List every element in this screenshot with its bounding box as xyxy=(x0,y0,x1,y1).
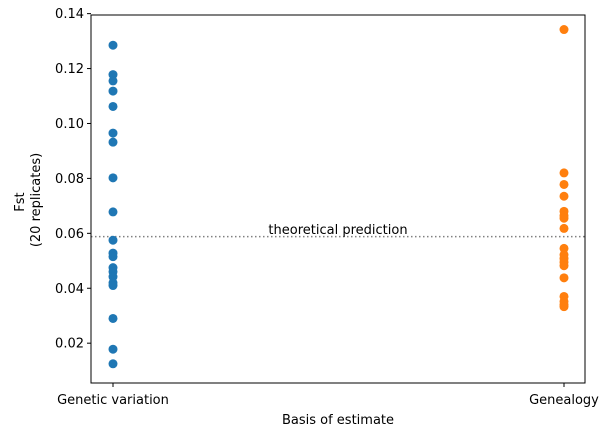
y-tick-label: 0.06 xyxy=(55,227,84,242)
data-points-layer xyxy=(108,25,569,369)
data-point xyxy=(108,76,118,86)
x-tick-label: Genetic variation xyxy=(57,393,169,408)
y-tick-label: 0.02 xyxy=(55,337,84,352)
data-point xyxy=(108,359,118,369)
y-axis-label-line-1: Fst xyxy=(13,192,28,211)
data-point xyxy=(559,273,569,283)
data-point xyxy=(559,191,569,201)
x-axis-label: Basis of estimate xyxy=(282,413,394,428)
data-point xyxy=(108,86,118,96)
y-tick-label: 0.12 xyxy=(55,62,84,77)
y-tick-label: 0.04 xyxy=(55,282,84,297)
y-axis: 0.02 0.04 0.06 0.08 0.10 0.12 0.14 xyxy=(55,7,91,352)
data-point xyxy=(108,101,118,111)
y-axis-label-line-2: (20 replicates) xyxy=(29,153,44,247)
data-point xyxy=(559,25,569,35)
plot-frame xyxy=(90,14,586,384)
data-point xyxy=(559,179,569,189)
data-point xyxy=(108,281,118,291)
data-point xyxy=(108,252,118,262)
data-point xyxy=(559,168,569,178)
data-point xyxy=(108,40,118,50)
data-point xyxy=(559,213,569,223)
data-point xyxy=(559,243,569,253)
data-point xyxy=(559,261,569,271)
data-point xyxy=(108,207,118,217)
reference-line-label: theoretical prediction xyxy=(268,223,407,238)
data-point xyxy=(108,344,118,354)
data-point xyxy=(559,302,569,312)
reference-line-layer: theoretical prediction xyxy=(91,223,585,238)
data-point xyxy=(108,137,118,147)
data-point xyxy=(108,173,118,183)
y-tick-label: 0.10 xyxy=(55,117,84,132)
data-point xyxy=(108,128,118,138)
data-point xyxy=(559,223,569,233)
y-tick-label: 0.08 xyxy=(55,172,84,187)
data-point xyxy=(108,70,118,80)
y-tick-label: 0.14 xyxy=(55,7,84,22)
data-point xyxy=(108,235,118,245)
data-point xyxy=(108,313,118,323)
x-tick-label: Genealogy xyxy=(529,393,599,408)
y-axis-label: Fst (20 replicates) xyxy=(13,153,44,247)
x-axis: Genetic variation Genealogy xyxy=(57,383,599,408)
